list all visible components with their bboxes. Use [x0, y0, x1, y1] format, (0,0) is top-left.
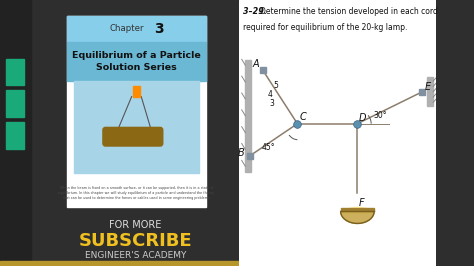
Bar [427, 77, 433, 106]
Bar [6, 90, 24, 117]
Bar [133, 86, 140, 97]
Text: 4: 4 [267, 90, 272, 99]
Bar [6, 59, 24, 85]
Bar [74, 81, 199, 173]
Bar [6, 122, 24, 149]
FancyBboxPatch shape [103, 127, 163, 146]
Text: 3–29.: 3–29. [243, 7, 267, 16]
Text: required for equilibrium of the 20-kg lamp.: required for equilibrium of the 20-kg la… [243, 23, 408, 32]
Text: D: D [359, 113, 367, 123]
Text: 3: 3 [155, 22, 164, 36]
Bar [67, 16, 206, 42]
Text: ENGINEER'S ACADEMY: ENGINEER'S ACADEMY [84, 251, 186, 260]
Text: 30°: 30° [373, 111, 387, 120]
Bar [0, 0, 31, 266]
Text: A: A [252, 59, 259, 69]
Text: SUBSCRIBE: SUBSCRIBE [78, 232, 192, 250]
Text: When the beam is fixed on a smooth surface, or it can be supported, then it is i: When the beam is fixed on a smooth surfa… [58, 186, 215, 200]
Text: Equilibrium of a Particle
Solution Series: Equilibrium of a Particle Solution Serie… [72, 51, 201, 72]
Text: Determine the tension developed in each cord: Determine the tension developed in each … [260, 7, 438, 16]
Text: C: C [300, 112, 307, 122]
Text: 5: 5 [273, 81, 278, 90]
Text: 45°: 45° [262, 143, 275, 152]
Text: 3: 3 [269, 99, 274, 109]
Polygon shape [341, 208, 374, 211]
Bar [67, 42, 206, 81]
Text: E: E [425, 82, 431, 92]
Text: Chapter: Chapter [109, 24, 144, 34]
Text: B: B [238, 148, 245, 158]
Polygon shape [341, 211, 374, 223]
Bar [0, 261, 239, 266]
Bar [67, 16, 206, 207]
Text: F: F [358, 198, 364, 208]
Text: FOR MORE: FOR MORE [109, 220, 162, 230]
Bar [245, 60, 251, 172]
